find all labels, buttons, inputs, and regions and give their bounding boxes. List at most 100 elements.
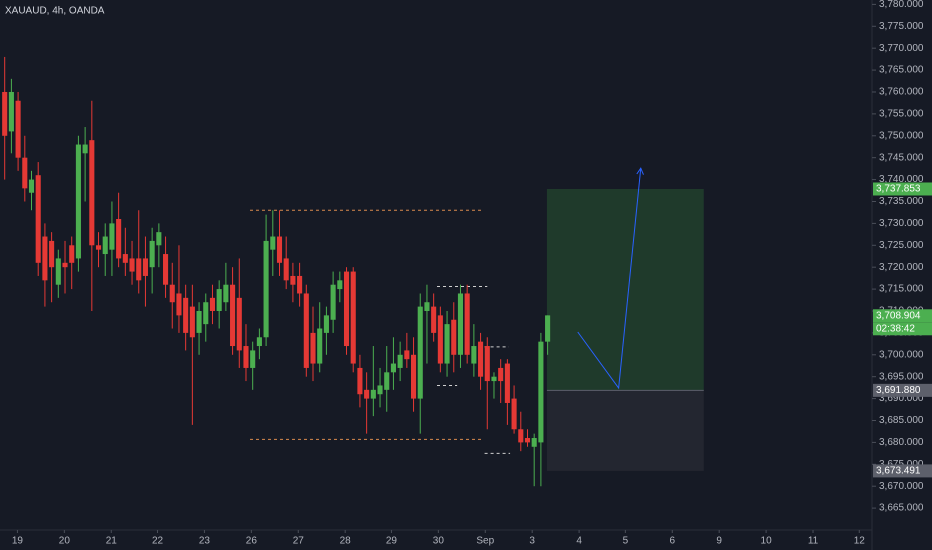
candle-body (230, 284, 236, 347)
y-tick-label: 3,695.000 (879, 371, 924, 382)
candle-body (397, 354, 403, 368)
target-tag-label: 3,737.853 (876, 184, 921, 195)
candle-body (203, 302, 209, 325)
candle-body (357, 367, 363, 395)
x-tick-label: 22 (152, 536, 164, 547)
candle-body (303, 293, 309, 368)
candle-body (518, 429, 524, 443)
plot (2, 56, 704, 487)
candle-body (404, 350, 410, 360)
candle-body (196, 310, 202, 333)
y-tick-label: 3,730.000 (879, 218, 924, 229)
candle-body (89, 140, 95, 246)
candle-body (337, 280, 343, 290)
candle-body (444, 324, 450, 364)
candle-body (75, 144, 81, 259)
chart-title: XAUAUD, 4h, OANDA (5, 6, 105, 17)
candle-body (209, 297, 216, 311)
candle-body (424, 302, 430, 311)
candle-body (22, 157, 28, 189)
candle-body (2, 91, 8, 136)
candle-body (270, 236, 276, 250)
candle-body (478, 341, 484, 377)
candle-body (62, 262, 68, 268)
x-tick-label: 11 (808, 536, 819, 547)
x-tick-label: 9 (716, 536, 722, 547)
candle-body (169, 284, 175, 303)
candle-body (431, 306, 437, 333)
candle-body (410, 354, 417, 399)
candle-body (350, 271, 356, 364)
candle-body (223, 284, 229, 303)
x-tick-label: 26 (246, 536, 258, 547)
y-tick-label: 3,775.000 (879, 21, 924, 32)
candle-body (484, 346, 490, 382)
y-tick-label: 3,770.000 (879, 43, 924, 54)
y-tick-label: 3,760.000 (879, 87, 924, 98)
candle-body (323, 315, 329, 333)
x-tick-label: 23 (199, 536, 211, 547)
candle-body (310, 332, 316, 364)
entry-tag-label: 3,691.880 (876, 385, 921, 396)
y-tick-label: 3,670.000 (879, 481, 924, 492)
y-tick-label: 3,665.000 (879, 503, 924, 514)
y-tick-label: 3,735.000 (879, 196, 924, 207)
candle-body (384, 372, 390, 390)
x-tick-label: Sep (476, 536, 494, 547)
candle-body (330, 284, 336, 320)
loss-zone (546, 390, 704, 471)
candle-body (95, 245, 102, 250)
candle-body (42, 236, 48, 281)
last-price-tag-label: 3,708.904 (876, 310, 921, 321)
stop-tag-label: 3,673.491 (876, 466, 921, 477)
x-tick-label: 28 (340, 536, 352, 547)
candle-body (283, 258, 289, 281)
candle-body (49, 240, 55, 268)
candle-body (149, 240, 155, 268)
y-tick-label: 3,745.000 (879, 152, 924, 163)
x-tick-label: 5 (623, 536, 629, 547)
candle-body (511, 398, 517, 430)
candle-body (390, 363, 396, 373)
countdown-tag (873, 322, 932, 336)
candle-body (276, 236, 283, 263)
x-tick-label: 21 (106, 536, 118, 547)
y-tick-label: 3,740.000 (879, 174, 924, 185)
candle-body (538, 341, 544, 443)
last-price-tag (873, 309, 932, 323)
y-tick-label: 3,750.000 (879, 130, 924, 141)
y-tick-label: 3,715.000 (879, 284, 924, 295)
candle-body (176, 293, 182, 316)
x-tick-label: 3 (529, 536, 535, 547)
candle-body (109, 223, 115, 250)
x-tick-label: 12 (854, 536, 866, 547)
x-tick-label: 20 (59, 536, 71, 547)
x-tick-label: 27 (293, 536, 305, 547)
arrow-head (636, 167, 644, 175)
x-tick-label: 30 (433, 536, 445, 547)
candle-body (163, 254, 169, 285)
stop-tag (873, 464, 932, 478)
candle-body (364, 389, 370, 399)
candle-body (343, 271, 350, 347)
candle-body (250, 350, 256, 368)
candle-body (498, 367, 504, 382)
candle-body (236, 297, 242, 351)
candle-body (457, 293, 464, 355)
y-tick-label: 3,690.000 (879, 393, 924, 404)
y-tick-label: 3,685.000 (879, 415, 924, 426)
x-tick-label: 6 (669, 536, 675, 547)
candle-body (142, 258, 148, 276)
candle-body (216, 289, 222, 311)
candle-body (69, 245, 75, 263)
candle-body (102, 236, 108, 255)
arrow-line (577, 168, 642, 390)
candle-body (297, 275, 303, 294)
candle-body (471, 346, 477, 364)
candle-body (370, 389, 376, 399)
y-tick-label: 3,725.000 (879, 240, 924, 251)
candle-body (263, 240, 269, 338)
